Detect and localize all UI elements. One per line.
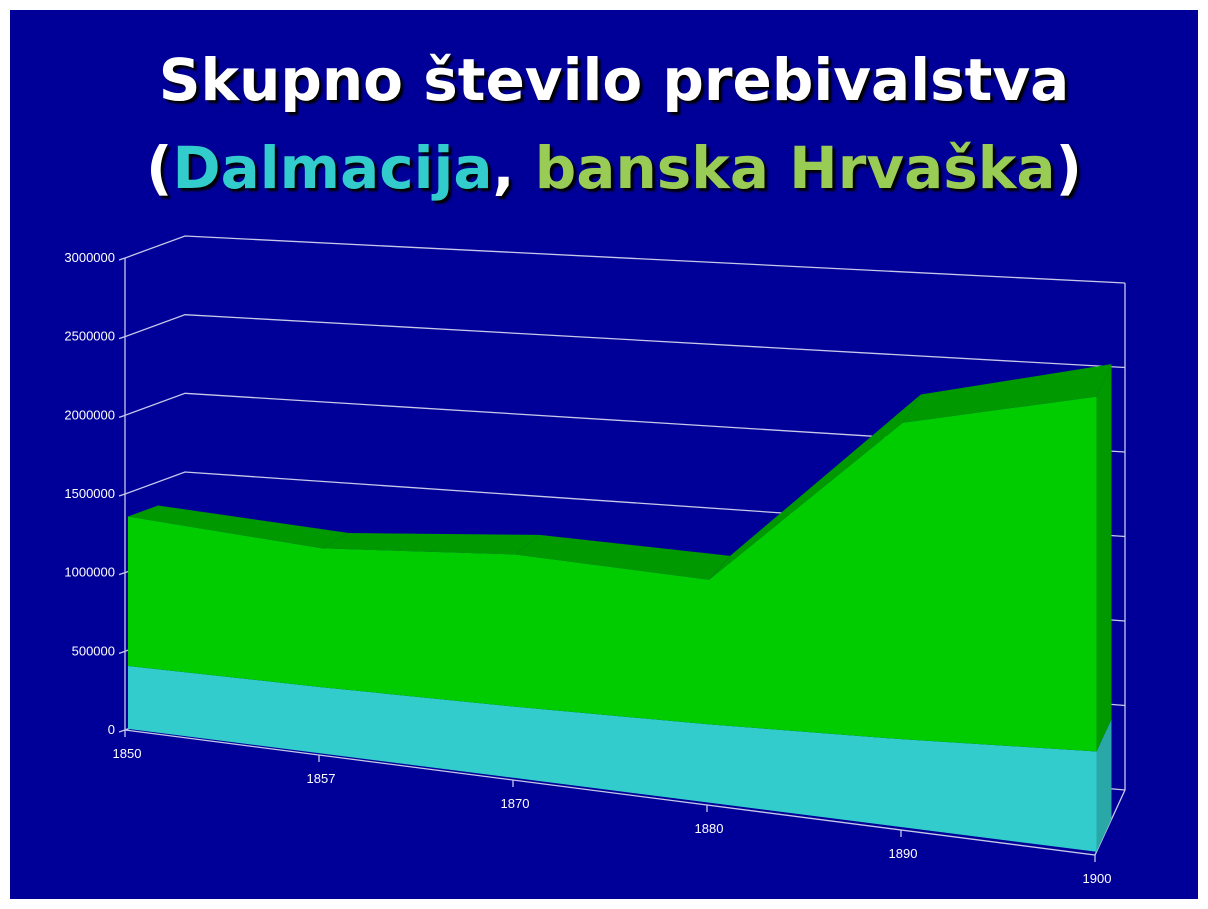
grid-line [124,392,1126,453]
x-tick-label: 1890 [889,846,918,861]
y-tick-label: 2500000 [64,329,115,344]
area [128,396,1097,752]
tick-mark [118,572,126,576]
area [128,666,1097,852]
chart-title: Skupno število prebivalstva [159,46,1070,114]
chart-subtitle: (Dalmacija, banska Hrvaška) [146,134,1082,202]
tick-mark [118,336,126,340]
grid-line [124,235,1126,284]
area-top [321,533,540,555]
legend-entry: Dalmacija [173,134,493,202]
x-tick-label: 1870 [501,796,530,811]
y-tick-label: 0 [108,722,115,737]
grid-line [124,314,1126,369]
punctuation: ( [146,134,173,202]
area-side [1096,719,1112,852]
x-tick-label: 1900 [1083,871,1112,886]
x-tick-label: 1857 [307,771,336,786]
area-top [128,505,349,549]
punctuation: ) [1055,134,1082,202]
y-tick-label: 2000000 [64,407,115,422]
y-tick-label: 1500000 [64,486,115,501]
punctuation: , [493,134,535,202]
tick-mark [118,257,126,261]
tick-mark [118,493,126,497]
tick-mark [118,414,126,418]
area-side [1096,364,1112,752]
y-tick-label: 1000000 [64,565,115,580]
area-top [902,364,1112,423]
y-tick-label: 500000 [72,643,115,658]
legend-entry: banska Hrvaška [535,134,1056,202]
tick-mark [118,650,126,654]
x-tick-label: 1850 [113,746,142,761]
x-tick-label: 1880 [695,821,724,836]
tick-mark [118,729,126,733]
y-tick-label: 3000000 [64,250,115,265]
area-top [709,394,921,580]
area-top [515,534,731,580]
